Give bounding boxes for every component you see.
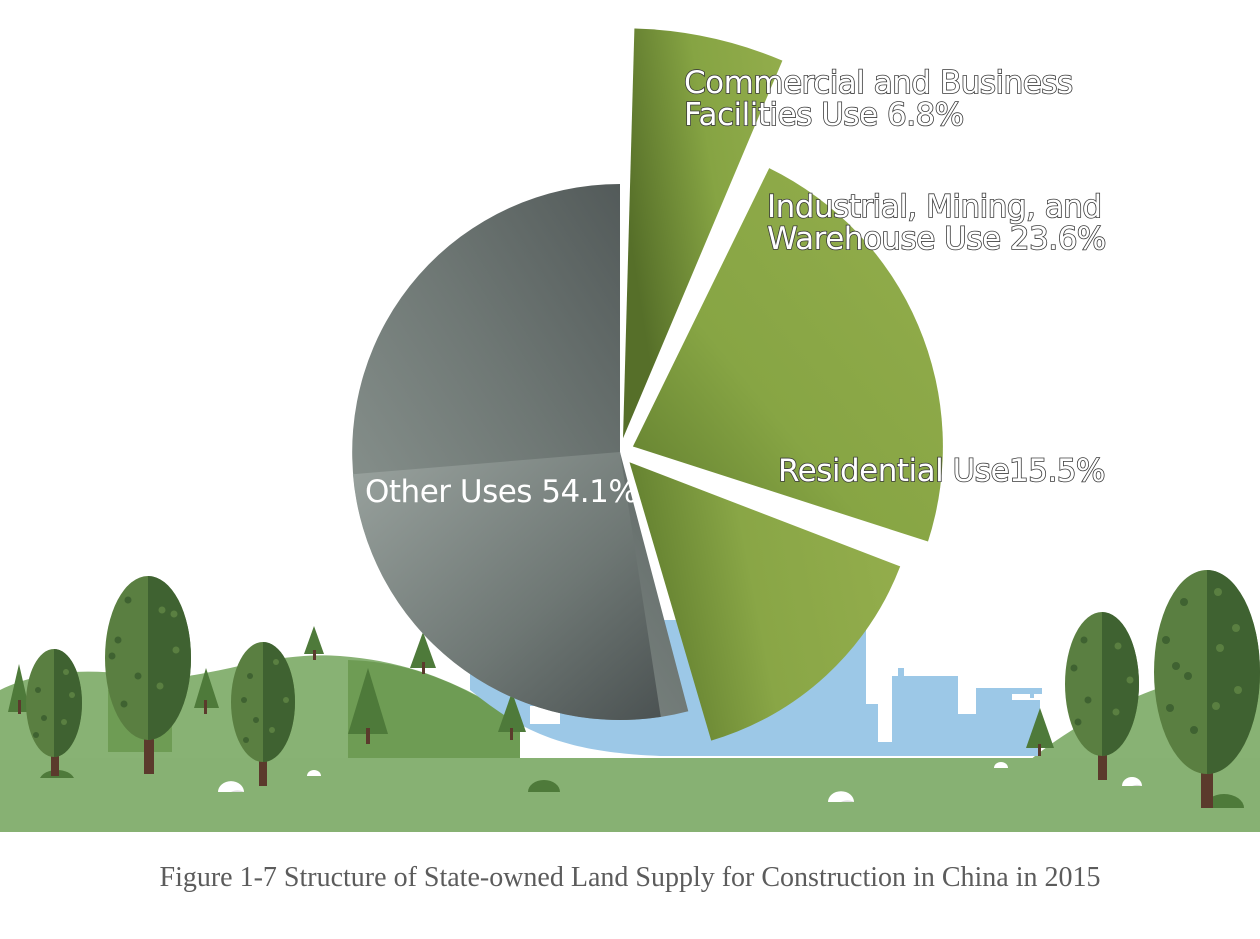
label-commercial-line-2: Facilities Use 6.8% — [684, 97, 964, 133]
tree-5 — [1154, 570, 1260, 808]
label-industrial-line-1: Industrial, Mining, and — [767, 189, 1102, 225]
tree-1 — [26, 649, 82, 776]
hill-left-shade — [348, 660, 520, 760]
label-industrial-line-2: Warehouse Use 23.6% — [767, 221, 1106, 257]
pebbles — [218, 762, 1142, 802]
pie-slice-industrial — [632, 168, 943, 542]
tree-3 — [231, 642, 295, 786]
figure-caption: Figure 1-7 Structure of State-owned Land… — [159, 862, 1101, 893]
pie-slice-residential — [629, 462, 901, 741]
label-residential: Residential Use15.5% — [778, 453, 1105, 489]
pie-chart — [352, 28, 943, 741]
label-other: Other Uses 54.1% — [365, 474, 637, 510]
label-residential-line-1: Residential Use15.5% — [778, 453, 1105, 489]
pie-labels: Commercial and Business Facilities Use 6… — [365, 64, 1111, 510]
pie-slice-other-lower-shade — [352, 452, 661, 721]
tree-4 — [1065, 612, 1139, 780]
label-commercial: Commercial and Business Facilities Use 6… — [684, 65, 1082, 133]
ground — [0, 758, 1260, 832]
pine-trees — [8, 626, 1054, 756]
label-commercial-line-1: Commercial and Business — [684, 65, 1073, 101]
label-other-line-1: Other Uses 54.1% — [365, 474, 637, 510]
tree-2 — [105, 576, 191, 774]
round-trees — [26, 570, 1260, 808]
pie-slice-commercial — [623, 28, 783, 439]
bushes — [40, 769, 1244, 808]
label-industrial: Industrial, Mining, and Warehouse Use 23… — [767, 189, 1111, 257]
